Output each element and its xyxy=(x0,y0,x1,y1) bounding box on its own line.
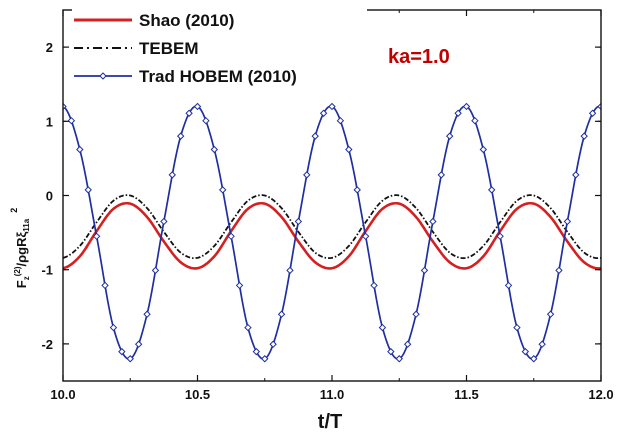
series-marker xyxy=(462,102,471,111)
series-marker xyxy=(319,109,328,117)
series-marker xyxy=(176,132,185,140)
series-marker xyxy=(235,281,244,290)
annotation-ka: ka=1.0 xyxy=(388,46,450,68)
series-marker xyxy=(252,347,261,356)
series-marker xyxy=(597,102,601,111)
series-marker xyxy=(353,186,361,194)
series-marker xyxy=(345,145,353,154)
series-marker xyxy=(294,217,303,226)
series-marker xyxy=(126,355,134,363)
series-marker xyxy=(168,171,176,179)
series-marker xyxy=(504,281,513,290)
y-tick-label: 1 xyxy=(46,114,53,129)
series-marker xyxy=(67,116,76,125)
y-tick-label: -2 xyxy=(41,337,53,352)
series-marker xyxy=(202,116,210,125)
series-marker xyxy=(328,102,336,111)
series-marker xyxy=(445,132,454,140)
series-marker xyxy=(387,347,395,356)
legend-label-0: Shao (2010) xyxy=(139,11,234,30)
series-marker xyxy=(227,232,235,241)
series-marker xyxy=(429,217,437,226)
x-tick-label: 10.5 xyxy=(185,387,210,402)
series-marker xyxy=(496,232,504,241)
series-marker xyxy=(63,102,67,111)
series-marker xyxy=(546,310,555,318)
x-tick-label: 12.0 xyxy=(588,387,613,402)
legend-label-2: Trad HOBEM (2010) xyxy=(139,67,297,86)
series-marker xyxy=(370,281,378,290)
series-marker xyxy=(269,340,277,348)
series-marker xyxy=(261,355,269,363)
series-marker xyxy=(521,347,530,356)
series-marker xyxy=(160,217,168,226)
legend-marker xyxy=(99,72,107,80)
series-marker xyxy=(378,323,387,332)
series-marker xyxy=(244,323,252,332)
series-marker xyxy=(101,281,109,290)
y-axis-title: Fz(2)/ρgRξ11a2 xyxy=(9,208,31,288)
series-marker xyxy=(563,217,572,226)
series-marker xyxy=(454,109,462,117)
series-line-1 xyxy=(63,194,601,260)
series-marker xyxy=(277,310,286,318)
legend-label-1: TEBEM xyxy=(139,39,199,58)
series-marker xyxy=(185,109,193,117)
series-marker xyxy=(588,109,597,117)
series-marker xyxy=(286,266,294,275)
series-marker xyxy=(488,186,496,194)
series-marker xyxy=(219,186,227,194)
series-marker xyxy=(143,310,151,318)
y-axis-title-sup2: 2 xyxy=(9,208,19,213)
series-marker xyxy=(395,355,403,363)
series-marker xyxy=(412,310,420,318)
series-marker xyxy=(151,266,160,275)
series-marker xyxy=(311,132,319,140)
series-marker xyxy=(530,355,538,363)
legend-bg xyxy=(72,65,367,88)
series-marker xyxy=(580,132,588,140)
y-axis-title-sub1: z xyxy=(22,276,31,280)
series-marker xyxy=(303,171,311,179)
x-tick-label: 10.0 xyxy=(50,387,75,402)
y-axis-title-mid: /ρgRξ xyxy=(14,232,29,267)
y-axis-title-sub2: 11a xyxy=(22,218,31,231)
series-marker xyxy=(420,266,429,275)
series-marker xyxy=(210,145,219,154)
legend: Shao (2010) TEBEM Trad HOBEM (2010) xyxy=(72,9,367,88)
series-marker xyxy=(193,102,202,111)
legend-bg xyxy=(72,9,367,32)
y-axis-title-sup1: (2) xyxy=(13,266,22,276)
series-marker xyxy=(538,340,546,348)
series-layer xyxy=(63,102,601,363)
x-tick-label: 11.5 xyxy=(454,387,479,402)
series-line-0 xyxy=(63,201,601,270)
y-tick-label: -1 xyxy=(41,263,53,278)
series-marker xyxy=(471,116,479,125)
y-tick-label: 0 xyxy=(46,189,53,204)
series-marker xyxy=(336,116,345,125)
series-marker xyxy=(361,232,370,241)
series-marker xyxy=(403,340,412,348)
x-axis-title: t/T xyxy=(318,411,342,433)
series-marker xyxy=(513,323,521,332)
series-marker xyxy=(84,186,92,194)
y-axis-title-base: F xyxy=(14,280,29,288)
series-marker xyxy=(118,347,126,356)
series-marker xyxy=(555,266,563,275)
series-marker xyxy=(572,171,580,179)
legend-bg xyxy=(72,37,367,60)
series-marker xyxy=(92,232,101,241)
x-tick-label: 11.0 xyxy=(320,387,345,402)
series-marker xyxy=(134,340,143,348)
series-marker xyxy=(109,323,118,332)
series-marker xyxy=(479,145,488,154)
series-marker xyxy=(437,171,445,179)
y-tick-label: 2 xyxy=(46,40,53,55)
series-marker xyxy=(76,145,84,154)
